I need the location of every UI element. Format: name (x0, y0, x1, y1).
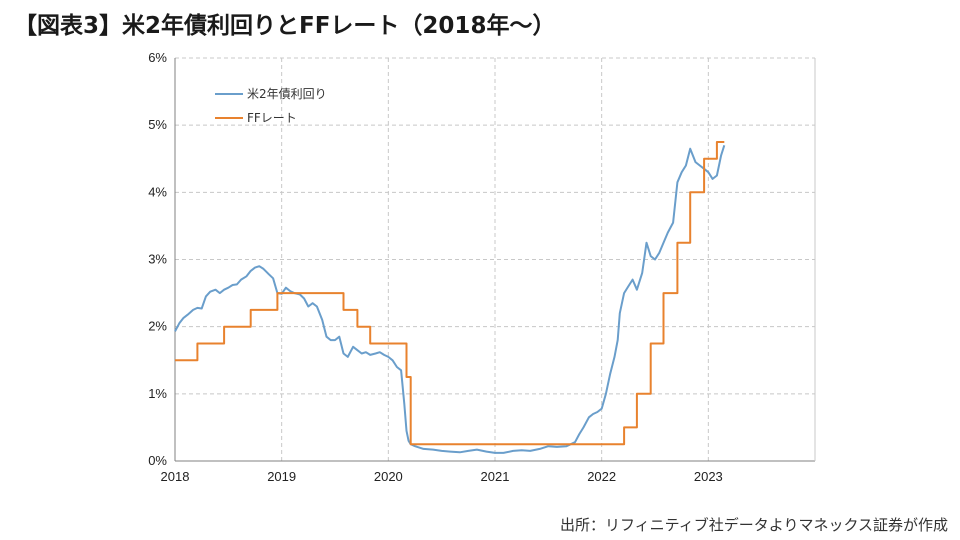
legend: 米2年債利回り FFレート (215, 86, 327, 125)
y-tick-label: 3% (148, 252, 167, 267)
legend-label-ff: FFレート (247, 111, 297, 125)
ff-rate-series-line (175, 141, 725, 446)
axes: 0% 1% 2% 3% 4% 5% 6% 2018 2019 2020 2021 2022 2023 (148, 50, 816, 484)
y-tick-label: 6% (148, 50, 167, 65)
legend-label-us2y: 米2年債利回り (247, 86, 327, 101)
y-tick-label: 0% (148, 453, 167, 468)
grid (175, 57, 816, 461)
x-tick-label: 2020 (374, 469, 403, 484)
y-tick-label: 2% (148, 319, 167, 334)
x-tick-label: 2021 (481, 469, 510, 484)
x-tick-label: 2022 (587, 469, 616, 484)
y-tick-label: 1% (148, 386, 167, 401)
source-note: 出所：リフィニティブ社データよりマネックス証券が作成 (559, 516, 948, 534)
y-tick-label: 5% (148, 117, 167, 132)
chart-title: 【図表3】米2年債利回りとFFレート（2018年〜） (14, 13, 556, 39)
us2y-series-line (174, 144, 726, 454)
y-tick-label: 4% (148, 184, 167, 199)
series (174, 141, 726, 454)
x-tick-label: 2018 (161, 469, 190, 484)
x-tick-label: 2019 (267, 469, 296, 484)
x-tick-label: 2023 (694, 469, 723, 484)
